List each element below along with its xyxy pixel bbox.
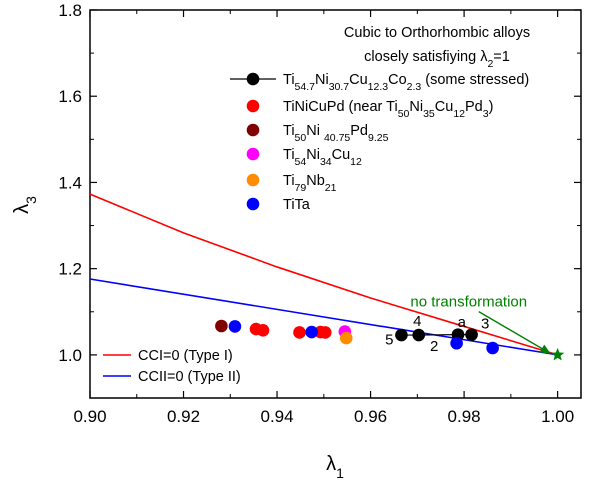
data-point — [395, 328, 408, 342]
point-label: 3 — [481, 316, 489, 333]
point-label: 4 — [413, 313, 421, 330]
legend-marker — [246, 72, 260, 86]
data-point — [465, 328, 478, 341]
annotation-arrowhead — [539, 344, 551, 354]
data-point — [412, 328, 426, 342]
legend-title-line2: closely satisfiying λ2=1 — [364, 49, 510, 70]
point-label: a — [458, 314, 467, 331]
legend-marker — [246, 123, 260, 137]
data-point — [293, 326, 306, 339]
x-tick-label: 0.98 — [448, 407, 481, 426]
x-tick-label: 0.90 — [73, 407, 106, 426]
legend-title-line1: Cubic to Orthorhombic alloys — [344, 25, 530, 41]
y-tick-label: 1.0 — [58, 346, 82, 365]
legend-label: TiNiCuPd (near Ti50Ni35Cu12Pd3) — [283, 99, 493, 120]
plot-frame — [89, 9, 582, 399]
legend-marker — [246, 99, 260, 113]
legend: Cubic to Orthorhombic alloys closely sati… — [103, 25, 530, 385]
curve-legend-label: CCII=0 (Type II) — [138, 369, 241, 385]
point-label: 5 — [385, 332, 393, 349]
x-tick-label: 0.94 — [261, 407, 294, 426]
legend-marker — [246, 147, 260, 161]
y-axis-label: λ3 — [11, 196, 39, 214]
no-transformation-star — [550, 347, 565, 361]
data-point — [450, 336, 463, 350]
annotation-text: no transformation — [410, 294, 527, 311]
legend-label: Ti50Ni 40.75Pd9.25 — [283, 123, 389, 144]
y-tick-label: 1.8 — [58, 1, 82, 20]
annotation-arrow — [478, 311, 551, 355]
y-tick-label: 1.4 — [58, 173, 82, 192]
x-axis-label: λ1 — [326, 453, 344, 481]
labels-layer: 4 5 2 a 3 no transformation — [385, 294, 565, 361]
data-point — [486, 341, 499, 355]
legend-label: Ti54Ni34Cu12 — [283, 147, 362, 168]
y-tick-label: 1.2 — [58, 260, 82, 279]
data-point — [318, 326, 332, 339]
legend-label: Ti54.7Ni30.7Cu12.3Co2.3 (some stressed) — [283, 72, 529, 93]
legend-marker — [246, 173, 260, 187]
curve-legend-label: CCI=0 (Type I) — [138, 348, 233, 364]
x-tick-label: 1.00 — [541, 407, 574, 426]
y-tick-label: 1.6 — [58, 87, 82, 106]
curves-layer — [89, 193, 558, 356]
data-point — [215, 319, 228, 333]
x-tick-label: 0.92 — [167, 407, 200, 426]
data-point — [339, 331, 353, 345]
curve-ccii-0-type-ii- — [89, 278, 558, 356]
curve-cci-0-type-i- — [89, 193, 558, 356]
ticks-layer: 0.90 0.92 0.94 0.96 0.98 1.00 1.0 1.2 1.4 1.6 1.8 — [58, 1, 581, 426]
legend-label: TiTa — [283, 197, 311, 213]
legend-marker — [246, 197, 260, 211]
point-label: 2 — [430, 338, 438, 355]
data-point — [228, 320, 242, 333]
data-point — [305, 325, 318, 339]
legend-label: Ti79Nb21 — [283, 173, 337, 194]
axis-labels: λ1 λ3 — [11, 196, 344, 481]
points-layer — [215, 319, 499, 355]
data-point — [256, 324, 270, 337]
x-tick-label: 0.96 — [354, 407, 387, 426]
